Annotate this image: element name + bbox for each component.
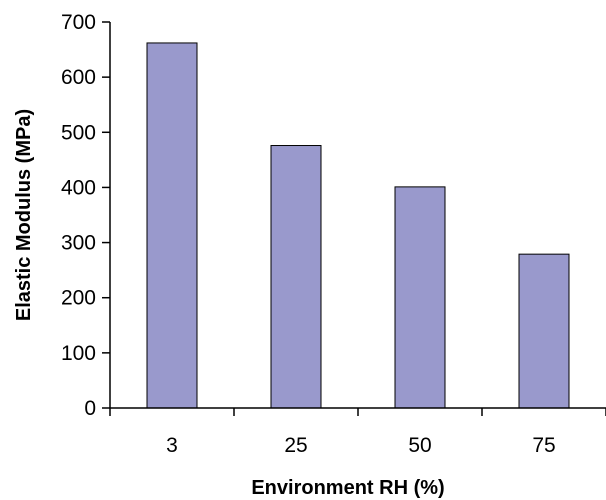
y-tick-label: 600 — [61, 66, 96, 89]
y-tick-label: 200 — [61, 287, 96, 310]
y-tick-label: 100 — [61, 342, 96, 365]
y-tick-label: 700 — [61, 11, 96, 34]
x-tick-label: 3 — [166, 434, 178, 457]
bar-3 — [146, 42, 198, 409]
x-axis-title: Environment RH (%) — [251, 477, 444, 499]
bar-50 — [394, 186, 446, 409]
y-axis-title: Elastic Modulus (MPa) — [13, 109, 35, 321]
x-tick-label: 75 — [532, 434, 555, 457]
bar-25 — [270, 145, 322, 409]
y-tick-label: 0 — [84, 397, 96, 420]
x-tick-label: 50 — [408, 434, 431, 457]
y-tick-label: 300 — [61, 232, 96, 255]
y-tick-label: 500 — [61, 121, 96, 144]
y-tick-label: 400 — [61, 176, 96, 199]
y-axis-ticks: 0 100 200 300 400 500 600 700 — [61, 11, 110, 420]
x-tick-label: 25 — [284, 434, 307, 457]
bar-75 — [518, 253, 570, 409]
x-axis-ticks: 3 25 50 75 — [109, 408, 606, 457]
bars — [146, 42, 570, 409]
